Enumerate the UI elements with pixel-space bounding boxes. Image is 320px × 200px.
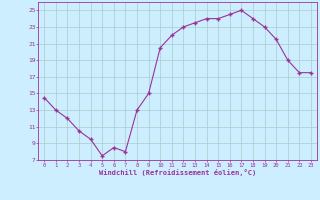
X-axis label: Windchill (Refroidissement éolien,°C): Windchill (Refroidissement éolien,°C): [99, 169, 256, 176]
